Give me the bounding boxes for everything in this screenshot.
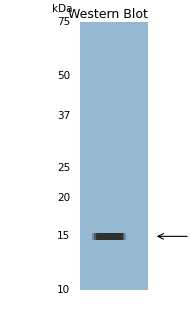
Bar (80, 22, 148, 290)
Text: 15: 15 (57, 231, 70, 241)
Text: 37: 37 (57, 111, 70, 121)
Text: 20: 20 (57, 193, 70, 203)
Text: kDa: kDa (52, 4, 72, 14)
Text: 25: 25 (57, 163, 70, 173)
Bar (94, 233, 124, 240)
Bar (96, 233, 123, 240)
Text: 50: 50 (57, 71, 70, 81)
Text: 75: 75 (57, 17, 70, 27)
Bar (92, 232, 126, 240)
Text: Western Blot: Western Blot (68, 8, 148, 21)
Bar (98, 233, 121, 240)
Text: 10: 10 (57, 286, 70, 295)
